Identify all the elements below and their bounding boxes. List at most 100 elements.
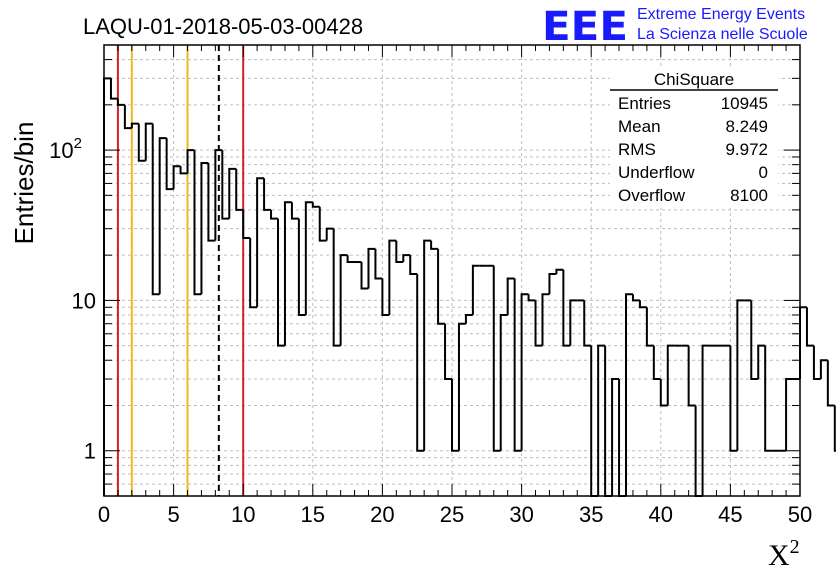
x-tick-label: 15 xyxy=(301,502,325,527)
histogram-bin xyxy=(165,138,174,191)
histogram-bin xyxy=(611,378,620,496)
histogram-bin xyxy=(645,307,654,347)
histogram-bin xyxy=(402,254,411,263)
histogram-bin xyxy=(701,344,710,496)
stats-value: 8.249 xyxy=(725,117,768,136)
chart-title: LAQU-01-2018-05-03-00428 xyxy=(83,14,363,39)
histogram-bin xyxy=(729,345,738,452)
histogram-bin xyxy=(819,359,828,380)
histogram-bin xyxy=(270,209,278,220)
histogram-bin xyxy=(555,268,564,274)
stats-label: Overflow xyxy=(618,186,686,205)
histogram-bin xyxy=(764,345,773,452)
x-tick-label: 35 xyxy=(579,502,603,527)
logo-line-2: La Scienza nelle Scuole xyxy=(637,26,808,43)
reference-lines xyxy=(116,45,245,496)
histogram-bin xyxy=(256,177,265,308)
y-axis-label: Entries/bin xyxy=(9,122,39,245)
x-axis-label: X2 xyxy=(768,536,800,572)
histogram-bin xyxy=(652,345,661,381)
y-tick-label: 102 xyxy=(49,135,82,163)
histogram-bin xyxy=(200,162,209,295)
eee-logo: EEE Extreme Energy Events La Scienza nel… xyxy=(542,4,808,50)
histogram-bin xyxy=(374,248,383,280)
histogram-bin xyxy=(736,299,745,451)
histogram-bin xyxy=(158,137,167,295)
histogram-bin xyxy=(471,264,480,315)
histogram-bin xyxy=(221,150,230,220)
histogram-bin xyxy=(318,206,327,242)
histogram-bin xyxy=(186,149,195,174)
histogram-bin xyxy=(151,123,160,296)
histogram-bin xyxy=(687,345,696,407)
histogram-bin xyxy=(388,239,397,315)
histogram-bin xyxy=(103,77,111,496)
histogram-bin xyxy=(109,78,118,100)
histogram-bin xyxy=(214,149,223,241)
histogram-bin xyxy=(618,379,626,497)
histogram-bin xyxy=(548,272,557,295)
histogram-bin xyxy=(235,168,244,211)
histogram-bin xyxy=(805,307,814,347)
histogram-bin xyxy=(381,278,390,316)
histogram-bin xyxy=(416,273,425,452)
histogram-bin xyxy=(144,122,153,161)
histogram-bin xyxy=(304,201,313,315)
histogram-bin xyxy=(499,313,508,451)
stats-label: Entries xyxy=(618,94,671,113)
histogram-bin xyxy=(242,209,251,240)
y-tick-label: 10 xyxy=(72,288,96,313)
histogram-bin xyxy=(541,293,550,346)
stats-box: ChiSquare Entries 10945 Mean 8.249 RMS 9… xyxy=(610,66,778,208)
histogram-bin xyxy=(179,166,188,175)
histogram-bin xyxy=(590,345,599,497)
histogram-bin xyxy=(207,163,216,242)
histogram-bin xyxy=(527,294,536,302)
histogram-bin xyxy=(569,299,578,346)
histogram-bin xyxy=(534,300,543,347)
histogram-bin xyxy=(290,202,299,220)
x-tick-label: 25 xyxy=(440,502,464,527)
histogram-bin xyxy=(757,344,766,380)
histogram-bin xyxy=(492,265,501,452)
x-tick-label: 45 xyxy=(718,502,742,527)
histogram-bin xyxy=(506,277,515,315)
histogram-bin xyxy=(597,344,606,496)
x-tick-label: 5 xyxy=(167,502,179,527)
histogram-bin xyxy=(437,248,446,325)
tick-labels: 0 5 10 15 20 25 30 35 40 45 50 1 10 102 xyxy=(49,135,812,527)
logo-line-1: Extreme Energy Events xyxy=(637,6,805,23)
histogram-bin xyxy=(332,228,341,347)
stats-label: Underflow xyxy=(618,163,695,182)
histogram-bin xyxy=(562,269,571,347)
histogram-bin xyxy=(325,227,334,241)
histogram-bin xyxy=(395,240,404,264)
histogram-bin xyxy=(283,201,292,346)
histogram-bin xyxy=(228,167,237,219)
histogram-bin xyxy=(263,178,272,211)
histogram-bin xyxy=(123,104,132,130)
histogram-bin xyxy=(659,379,668,407)
histogram-bin xyxy=(339,254,348,346)
histogram-bin xyxy=(430,240,439,250)
stats-label: Mean xyxy=(618,117,661,136)
histogram-bin xyxy=(833,405,836,452)
histogram-bin xyxy=(423,239,432,451)
histogram-bin xyxy=(360,262,369,290)
histogram-bin xyxy=(666,344,675,406)
x-tick-label: 20 xyxy=(370,502,394,527)
x-tick-label: 10 xyxy=(231,502,255,527)
histogram-bin xyxy=(193,150,202,296)
x-tick-label: 40 xyxy=(649,502,673,527)
histogram-bin xyxy=(130,122,139,129)
stats-label: RMS xyxy=(618,140,656,159)
histogram-bin xyxy=(172,165,181,190)
histogram-bin xyxy=(277,218,285,347)
histogram-bin xyxy=(249,238,258,309)
histogram-bin xyxy=(826,360,835,407)
stats-value: 10945 xyxy=(721,94,768,113)
histogram-bin xyxy=(638,300,647,309)
stats-value: 9.972 xyxy=(725,140,768,159)
eee-logo-letters: EEE xyxy=(542,4,628,50)
histogram-bin xyxy=(451,379,459,452)
